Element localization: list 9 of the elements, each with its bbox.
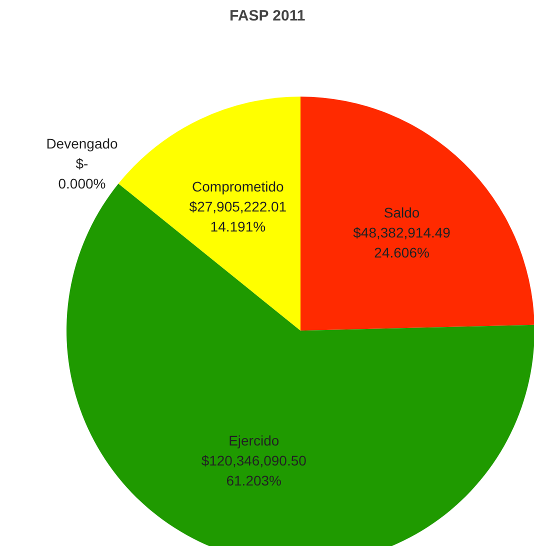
slice-label: Comprometido	[192, 178, 284, 195]
chart-title: FASP 2011	[230, 8, 306, 24]
data-label: $120,346,090.50 61.203%	[201, 452, 307, 489]
slice-label: Saldo	[384, 204, 420, 220]
data-label: $48,382,914.49 24.606%	[353, 224, 451, 260]
data-label: $27,905,222.01 14.191%	[189, 198, 287, 235]
category-label: Devengado	[46, 136, 118, 152]
slice-label: Ejercido	[228, 432, 280, 449]
text: $- 0.000%	[58, 156, 106, 192]
